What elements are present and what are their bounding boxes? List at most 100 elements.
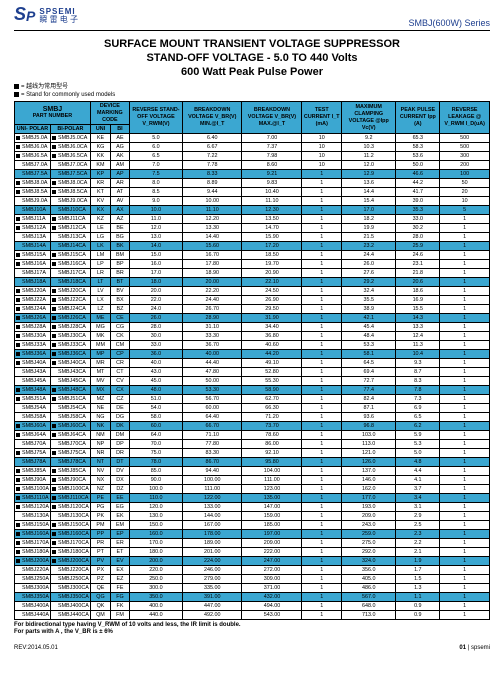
marker-icon	[16, 289, 20, 293]
marker-icon	[52, 550, 56, 554]
logo: SP SPSEMI 瞬 雷 电 子	[14, 8, 78, 24]
table-cell: 1	[440, 404, 490, 413]
table-row: SMBJ8.0ASMBJ8.0CAKRAR8.08.899.83113.644.…	[15, 179, 490, 188]
table-cell: SMBJ400CA	[50, 602, 90, 611]
table-cell: 1	[440, 233, 490, 242]
table-cell: 24.0	[129, 305, 182, 314]
marker-icon	[16, 487, 20, 491]
table-cell: 13.3	[396, 323, 440, 332]
table-cell: 209.00	[242, 539, 302, 548]
table-cell: SMBJ22CA	[50, 296, 90, 305]
table-cell: 69.4	[342, 368, 396, 377]
table-cell: FK	[111, 602, 130, 611]
table-cell: NK	[90, 422, 110, 431]
table-cell: 8.60	[242, 161, 302, 170]
table-cell: 0.9	[396, 611, 440, 620]
note-en: = Stand for commonly used models	[21, 92, 115, 98]
marker-icon	[16, 388, 20, 392]
table-cell: 292.0	[342, 548, 396, 557]
title-line1: SURFACE MOUNT TRANSIENT VOLTAGE SUPPRESS…	[14, 37, 490, 51]
table-row: SMBJ200ASMBJ200CAPVEV200.0224.00247.0013…	[15, 557, 490, 566]
table-cell: 6.5	[396, 413, 440, 422]
table-cell: 8.0	[129, 179, 182, 188]
table-cell: 1	[302, 170, 342, 179]
table-cell: SMBJ5.0A	[15, 134, 51, 143]
table-cell: 60.00	[183, 404, 242, 413]
table-cell: 41.7	[396, 188, 440, 197]
table-cell: 17.20	[242, 242, 302, 251]
table-cell: CE	[111, 314, 130, 323]
logo-cn: 瞬 雷 电 子	[39, 16, 78, 24]
table-cell: 9.21	[242, 170, 302, 179]
table-cell: BZ	[111, 305, 130, 314]
table-cell: NM	[90, 431, 110, 440]
table-cell: 1	[302, 611, 342, 620]
marker-icon	[16, 307, 20, 311]
table-cell: SMBJ24A	[15, 305, 51, 314]
marker-icon	[16, 559, 20, 563]
table-cell: SMBJ14CA	[50, 242, 90, 251]
table-cell: NZ	[90, 485, 110, 494]
table-cell: SMBJ160CA	[50, 530, 90, 539]
table-row: SMBJ7.0ASMBJ7.0CAKMAM7.07.788.601012.050…	[15, 161, 490, 170]
marker-icon	[16, 343, 20, 347]
table-cell: AZ	[111, 215, 130, 224]
table-cell: 93.6	[342, 413, 396, 422]
table-cell: 1	[302, 224, 342, 233]
marker-icon	[52, 307, 56, 311]
table-cell: 2.1	[396, 548, 440, 557]
table-row: SMBJ64ASMBJ64CANMDM64.071.1078.601103.05…	[15, 431, 490, 440]
table-cell: 45.0	[129, 377, 182, 386]
table-cell: SMBJ58A	[15, 413, 51, 422]
table-cell: 49.10	[242, 359, 302, 368]
col-it: TEST CURRENT I_T (mA)	[302, 102, 342, 134]
table-cell: 1	[440, 440, 490, 449]
table-cell: 9.44	[183, 188, 242, 197]
table-row: SMBJ54ASMBJ54CANEDE54.060.0066.30187.16.…	[15, 404, 490, 413]
table-cell: 147.00	[242, 503, 302, 512]
table-cell: 1	[440, 566, 490, 575]
table-cell: DM	[111, 431, 130, 440]
table-cell: DT	[111, 458, 130, 467]
table-cell: 64.0	[129, 431, 182, 440]
table-cell: CZ	[111, 395, 130, 404]
table-cell: 2.2	[396, 539, 440, 548]
table-cell: 135.00	[242, 494, 302, 503]
table-cell: 15.60	[183, 242, 242, 251]
col-vbrmax: BREAKDOWN VOLTAGE V_BR(V) MAX.@I_T	[242, 102, 302, 134]
table-row: SMBJ20ASMBJ20CALVBV20.022.2024.50132.418…	[15, 287, 490, 296]
table-cell: 272.00	[242, 566, 302, 575]
table-cell: 209.0	[342, 512, 396, 521]
table-cell: SMBJ7.0CA	[50, 161, 90, 170]
table-cell: 1	[440, 467, 490, 476]
table-cell: 20.6	[396, 278, 440, 287]
table-cell: 43.0	[129, 368, 182, 377]
page-footer: REV:2014.05.01 01 | spsemi	[14, 645, 490, 651]
table-cell: 64.5	[342, 359, 396, 368]
table-cell: AM	[111, 161, 130, 170]
table-cell: 12.0	[342, 161, 396, 170]
table-cell: 167.00	[183, 521, 242, 530]
table-cell: 123.00	[242, 485, 302, 494]
table-cell: 1	[302, 467, 342, 476]
table-cell: 36.70	[183, 341, 242, 350]
table-cell: 64.40	[183, 413, 242, 422]
table-cell: 44.40	[183, 359, 242, 368]
table-cell: 28.0	[129, 323, 182, 332]
table-cell: FG	[111, 593, 130, 602]
table-cell: 7.22	[183, 152, 242, 161]
table-cell: AG	[111, 143, 130, 152]
table-cell: AP	[111, 170, 130, 179]
table-cell: SMBJ18CA	[50, 278, 90, 287]
table-cell: SMBJ16A	[15, 260, 51, 269]
table-cell: 71.20	[242, 413, 302, 422]
table-cell: 160.0	[129, 530, 182, 539]
table-cell: SMBJ150A	[15, 521, 51, 530]
table-cell: EM	[111, 521, 130, 530]
table-cell: 1	[440, 539, 490, 548]
table-cell: SMBJ300CA	[50, 584, 90, 593]
table-cell: SMBJ14A	[15, 242, 51, 251]
table-cell: SMBJ10CA	[50, 206, 90, 215]
table-cell: 7.37	[242, 143, 302, 152]
table-cell: 14.4	[342, 188, 396, 197]
